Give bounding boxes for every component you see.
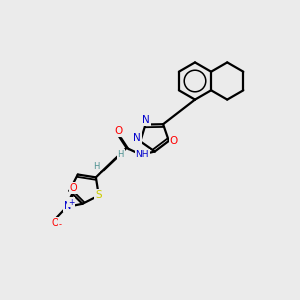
Text: -: - [59, 220, 62, 229]
Text: H: H [93, 162, 99, 171]
Text: O: O [170, 136, 178, 146]
Text: S: S [95, 190, 102, 200]
Text: H: H [117, 150, 124, 159]
Text: N: N [142, 115, 150, 125]
Text: N: N [64, 201, 71, 211]
Text: NH: NH [135, 150, 149, 159]
Text: O: O [51, 218, 59, 228]
Text: +: + [68, 197, 74, 206]
Text: O: O [70, 183, 77, 193]
Text: N: N [134, 134, 141, 143]
Text: O: O [115, 126, 123, 136]
